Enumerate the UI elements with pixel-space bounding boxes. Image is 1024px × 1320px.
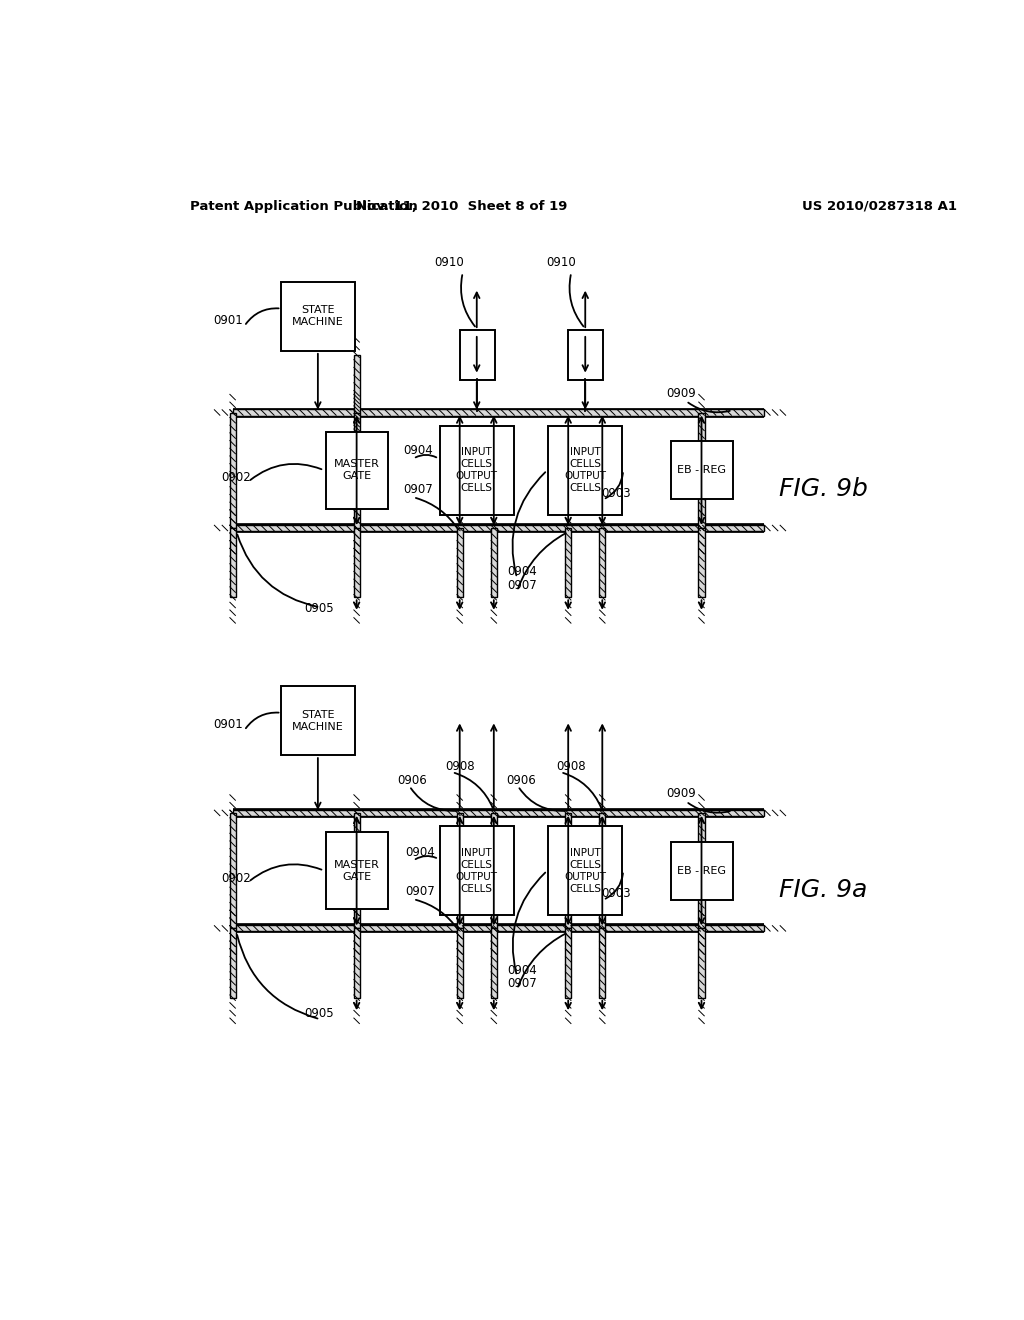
Text: INPUT
CELLS
OUTPUT
CELLS: INPUT CELLS OUTPUT CELLS	[456, 847, 498, 894]
Text: US 2010/0287318 A1: US 2010/0287318 A1	[802, 199, 957, 213]
Bar	[326, 832, 388, 909]
Bar	[457, 928, 463, 998]
Text: STATE
MACHINE: STATE MACHINE	[292, 710, 344, 731]
Text: 0907: 0907	[406, 884, 435, 898]
Text: 0903: 0903	[601, 487, 631, 500]
Bar	[698, 412, 705, 528]
Text: 0906: 0906	[397, 774, 427, 787]
Text: MASTER
GATE: MASTER GATE	[334, 859, 380, 882]
Bar	[549, 826, 622, 915]
Bar	[671, 842, 732, 899]
Text: STATE
MACHINE: STATE MACHINE	[292, 305, 344, 327]
Bar	[281, 686, 354, 755]
Bar	[440, 426, 514, 515]
Bar	[599, 813, 605, 928]
Bar	[460, 330, 495, 380]
Bar	[698, 928, 705, 998]
Text: EB - REG: EB - REG	[677, 866, 726, 875]
Bar	[229, 928, 236, 998]
Bar	[565, 928, 571, 998]
Text: MASTER
GATE: MASTER GATE	[334, 459, 380, 482]
Text: 0905: 0905	[305, 1007, 334, 1019]
Bar	[232, 525, 764, 531]
Text: 0907: 0907	[403, 483, 433, 496]
Text: EB - REG: EB - REG	[677, 465, 726, 475]
Bar	[599, 528, 605, 597]
Text: 0903: 0903	[601, 887, 631, 900]
Text: 0901: 0901	[213, 718, 243, 731]
Bar	[671, 441, 732, 499]
Bar	[353, 813, 359, 928]
Text: 0907: 0907	[508, 579, 538, 593]
Text: 0910: 0910	[547, 256, 577, 269]
Bar	[326, 432, 388, 508]
Text: 0908: 0908	[556, 760, 586, 774]
Bar	[229, 813, 236, 928]
Bar	[490, 528, 497, 597]
Bar	[565, 528, 571, 597]
Bar	[549, 426, 622, 515]
Text: 0904: 0904	[406, 846, 435, 859]
Text: FIG. 9b: FIG. 9b	[779, 478, 868, 502]
Bar	[353, 928, 359, 998]
Bar	[565, 813, 571, 928]
Bar	[440, 826, 514, 915]
Text: 0909: 0909	[667, 387, 696, 400]
Bar	[232, 925, 764, 932]
Bar	[490, 928, 497, 998]
Bar	[698, 528, 705, 597]
Text: Nov. 11, 2010  Sheet 8 of 19: Nov. 11, 2010 Sheet 8 of 19	[355, 199, 567, 213]
Bar	[353, 355, 359, 412]
Bar	[353, 412, 359, 528]
Text: INPUT
CELLS
OUTPUT
CELLS: INPUT CELLS OUTPUT CELLS	[564, 447, 606, 494]
Text: 0902: 0902	[221, 871, 251, 884]
Bar	[353, 528, 359, 597]
Bar	[599, 928, 605, 998]
Bar	[698, 813, 705, 928]
Bar	[232, 409, 764, 416]
Bar	[229, 412, 236, 528]
Text: 0909: 0909	[667, 787, 696, 800]
Bar	[281, 281, 354, 351]
Bar	[457, 813, 463, 928]
Text: FIG. 9a: FIG. 9a	[779, 878, 867, 902]
Text: INPUT
CELLS
OUTPUT
CELLS: INPUT CELLS OUTPUT CELLS	[456, 447, 498, 494]
Text: 0904: 0904	[403, 445, 433, 458]
Text: Patent Application Publication: Patent Application Publication	[190, 199, 418, 213]
Text: 0905: 0905	[305, 602, 334, 615]
Text: 0907: 0907	[508, 977, 538, 990]
Text: 0902: 0902	[221, 471, 251, 484]
Text: INPUT
CELLS
OUTPUT
CELLS: INPUT CELLS OUTPUT CELLS	[564, 847, 606, 894]
Text: 0906: 0906	[506, 774, 536, 787]
Text: 0908: 0908	[445, 760, 475, 774]
Bar	[457, 528, 463, 597]
Text: 0904: 0904	[508, 565, 538, 578]
Bar	[490, 813, 497, 928]
Text: 0901: 0901	[213, 314, 243, 326]
Text: 0910: 0910	[434, 256, 464, 269]
Bar	[232, 810, 764, 816]
Bar	[568, 330, 603, 380]
Text: 0904: 0904	[508, 964, 538, 977]
Bar	[229, 528, 236, 597]
